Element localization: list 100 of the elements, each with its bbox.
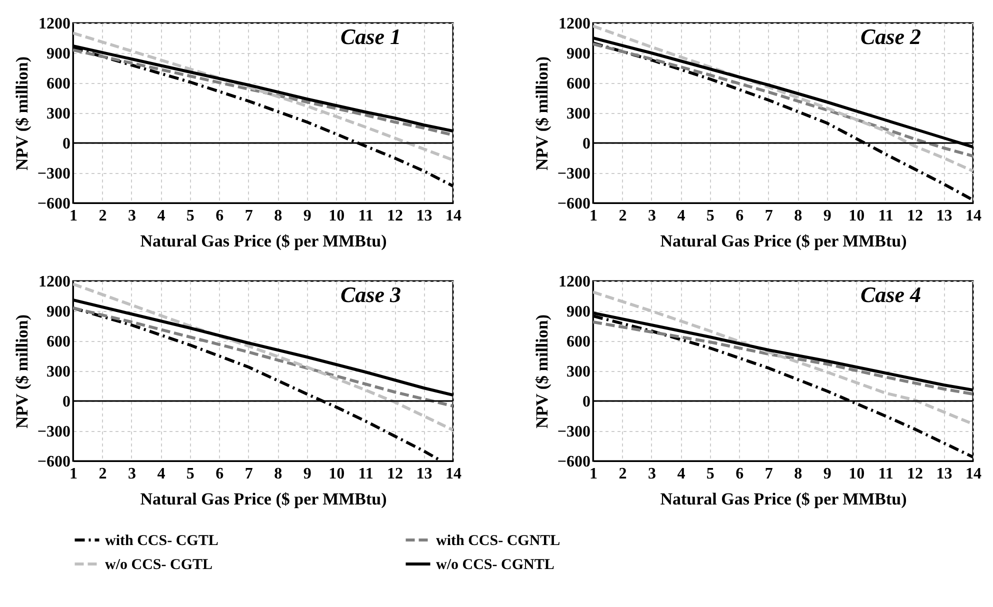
x-tick-label: 9	[303, 466, 312, 482]
x-tick-label: 9	[823, 466, 832, 482]
x-tick-label: 4	[677, 208, 686, 224]
x-tick-label: 12	[907, 466, 924, 482]
y-axis-title: NPV ($ million)	[12, 314, 32, 428]
x-tick-label: 5	[186, 208, 194, 224]
x-tick-label: 7	[244, 208, 253, 224]
y-axis-title: NPV ($ million)	[12, 56, 32, 170]
y-tick-label: 0	[582, 136, 590, 152]
x-tick-label: 4	[677, 466, 686, 482]
x-tick-label: 12	[387, 208, 404, 224]
x-tick-label: 12	[387, 466, 404, 482]
x-tick-label: 2	[618, 208, 627, 224]
x-tick-label: 13	[416, 466, 432, 482]
x-tick-label: 1	[590, 466, 598, 482]
y-tick-label: −600	[37, 454, 70, 470]
x-tick-label: 11	[358, 208, 374, 224]
x-tick-label: 12	[907, 208, 924, 224]
x-tick-label: 14	[446, 466, 462, 482]
y-tick-label: −600	[557, 196, 590, 212]
x-tick-label: 8	[274, 208, 282, 224]
x-tick-label: 1	[70, 208, 78, 224]
x-tick-label: 11	[878, 466, 894, 482]
y-tick-label: 300	[566, 364, 590, 380]
x-tick-label: 5	[186, 466, 194, 482]
x-tick-label: 6	[736, 208, 744, 224]
legend-label: w/o CCS- CGNTL	[436, 557, 554, 573]
x-tick-label: 10	[848, 208, 865, 224]
x-axis-title: Natural Gas Price ($ per MMBtu)	[140, 490, 387, 508]
x-tick-label: 13	[936, 208, 952, 224]
y-tick-label: 600	[46, 334, 70, 350]
x-tick-label: 13	[936, 466, 952, 482]
y-tick-label: 1200	[558, 274, 590, 290]
y-tick-label: −300	[37, 424, 70, 440]
y-tick-label: 600	[566, 334, 590, 350]
line-series	[593, 320, 973, 396]
x-tick-label: 8	[794, 208, 802, 224]
y-axis-title: NPV ($ million)	[532, 314, 552, 428]
x-tick-label: 10	[328, 466, 345, 482]
x-tick-label: 8	[274, 466, 282, 482]
chart-title: Case 4	[860, 282, 921, 307]
x-tick-label: 4	[157, 466, 166, 482]
x-tick-label: 14	[966, 208, 982, 224]
y-tick-label: 900	[46, 304, 70, 320]
y-tick-label: 600	[566, 76, 590, 92]
y-tick-label: 0	[582, 394, 590, 410]
x-tick-label: 9	[303, 208, 312, 224]
y-axis-title: NPV ($ million)	[532, 56, 552, 170]
y-tick-label: −600	[37, 196, 70, 212]
chart-title: Case 3	[340, 282, 401, 307]
y-tick-label: 900	[566, 46, 590, 62]
x-tick-label: 6	[736, 466, 744, 482]
legend-label: with CCS- CGTL	[105, 533, 218, 549]
x-tick-label: 1	[590, 208, 598, 224]
x-tick-label: 14	[446, 208, 462, 224]
x-tick-label: 2	[98, 208, 107, 224]
x-axis-title: Natural Gas Price ($ per MMBtu)	[660, 490, 907, 508]
x-tick-label: 6	[216, 208, 224, 224]
x-tick-label: 5	[706, 466, 714, 482]
y-tick-label: 300	[46, 364, 70, 380]
x-tick-label: 9	[823, 208, 832, 224]
y-tick-label: 300	[566, 106, 590, 122]
y-tick-label: 1200	[38, 16, 70, 32]
y-tick-label: 900	[46, 46, 70, 62]
y-tick-label: −300	[37, 166, 70, 182]
y-tick-label: −600	[557, 454, 590, 470]
y-tick-label: 0	[62, 136, 70, 152]
x-tick-label: 3	[648, 466, 656, 482]
y-tick-label: 900	[566, 304, 590, 320]
line-series	[73, 306, 453, 408]
x-tick-label: 11	[878, 208, 894, 224]
chart-title: Case 1	[340, 24, 401, 49]
x-tick-label: 6	[216, 466, 224, 482]
x-tick-label: 1	[70, 466, 78, 482]
x-tick-label: 2	[98, 466, 107, 482]
x-tick-label: 10	[848, 466, 865, 482]
y-tick-label: 300	[46, 106, 70, 122]
x-tick-label: 2	[618, 466, 627, 482]
x-tick-label: 7	[764, 208, 773, 224]
legend-label: with CCS- CGNTL	[436, 533, 560, 549]
x-axis-title: Natural Gas Price ($ per MMBtu)	[660, 232, 907, 250]
x-tick-label: 7	[244, 466, 253, 482]
y-tick-label: −300	[557, 166, 590, 182]
x-tick-label: 4	[157, 208, 166, 224]
x-tick-label: 3	[128, 208, 136, 224]
x-tick-label: 5	[706, 208, 714, 224]
x-axis-title: Natural Gas Price ($ per MMBtu)	[140, 232, 387, 250]
x-tick-label: 14	[966, 466, 982, 482]
legend-label: w/o CCS- CGTL	[105, 557, 213, 573]
x-tick-label: 7	[764, 466, 773, 482]
y-tick-label: 0	[62, 394, 70, 410]
x-tick-label: 3	[648, 208, 656, 224]
y-tick-label: 1200	[558, 16, 590, 32]
x-tick-label: 13	[416, 208, 432, 224]
x-tick-label: 11	[358, 466, 374, 482]
chart-title: Case 2	[860, 24, 921, 49]
x-tick-label: 10	[328, 208, 345, 224]
y-tick-label: −300	[557, 424, 590, 440]
y-tick-label: 600	[46, 76, 70, 92]
y-tick-label: 1200	[38, 274, 70, 290]
